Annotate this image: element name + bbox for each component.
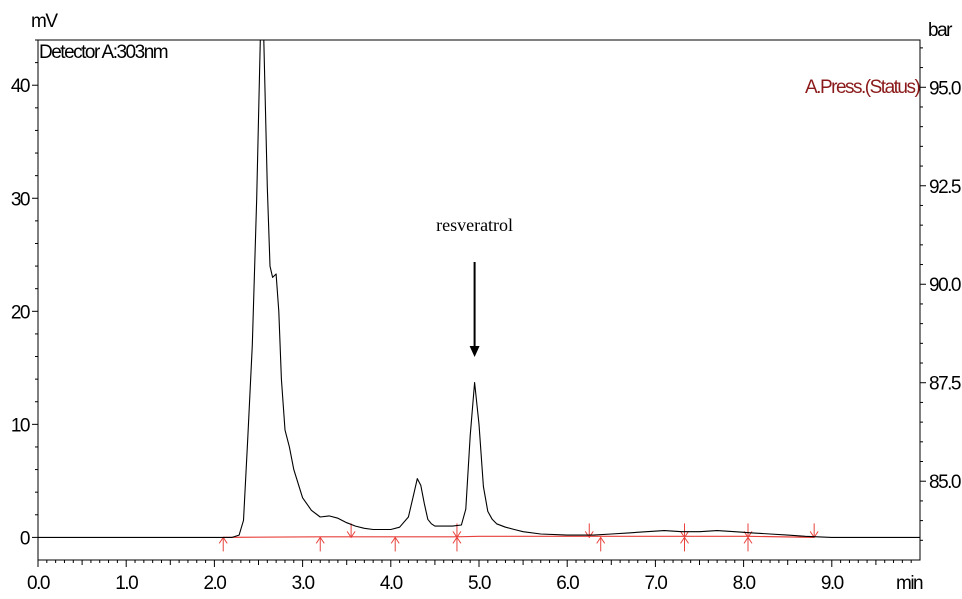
peak-mark-down-head — [809, 531, 819, 539]
peak-mark — [346, 523, 356, 539]
peak-mark — [809, 523, 819, 539]
peak-mark-down-head — [346, 531, 356, 539]
y2-tick-label: 90.0 — [929, 275, 961, 296]
resveratrol-arrow-head — [469, 346, 480, 357]
y2-tick-label: 85.0 — [929, 472, 961, 493]
x-tick-label: 5.0 — [468, 573, 491, 594]
y-tick-label: 0 — [20, 528, 30, 549]
x-tick-label: 4.0 — [380, 573, 403, 594]
x-tick-label: 1.0 — [115, 573, 138, 594]
x-tick-label: 2.0 — [203, 573, 226, 594]
integration-baseline — [223, 535, 815, 539]
resveratrol-annotation: resveratrol — [436, 215, 513, 235]
y-axis-ticks: 0 10 20 30 40 — [11, 39, 38, 549]
x-tick-label: 8.0 — [733, 573, 756, 594]
x-tick-label: 0.0 — [27, 573, 50, 594]
peak-mark-up-head — [596, 536, 606, 544]
x-tick-label: 3.0 — [292, 573, 315, 594]
x-tick-label: 9.0 — [821, 573, 844, 594]
y-tick-label: 10 — [11, 415, 30, 436]
y-tick-label: 20 — [11, 302, 30, 323]
peak-mark — [743, 523, 753, 552]
peak-mark-down-head — [452, 531, 462, 539]
peak-mark — [596, 536, 606, 552]
y2-axis-ticks: 85.0 87.5 90.0 92.5 95.0 — [920, 47, 962, 541]
plot-frame — [37, 39, 921, 561]
detector-label: Detector A:303nm — [39, 42, 168, 63]
peak-mark — [218, 536, 228, 552]
peak-mark — [680, 523, 689, 552]
peak-mark — [390, 536, 400, 552]
y-unit-label: mV — [31, 11, 58, 32]
peak-mark-down-head — [584, 531, 594, 539]
detector-trace — [38, 39, 920, 538]
x-tick-label: 6.0 — [556, 573, 579, 594]
peak-mark-up-head — [315, 536, 325, 544]
x-tick-label: 7.0 — [644, 573, 667, 594]
x-axis-ticks: 0.0 1.0 2.0 3.0 4.0 5.0 6.0 7.0 8.0 9.0 — [27, 560, 912, 594]
pressure-series-label: A.Press.(Status) — [805, 77, 920, 98]
peak-mark-down-head — [743, 531, 753, 539]
y-tick-label: 40 — [11, 76, 30, 97]
y-tick-label: 30 — [11, 189, 30, 210]
x-unit-label: min — [896, 573, 923, 594]
y2-unit-label: bar — [928, 20, 953, 41]
y2-tick-label: 87.5 — [929, 374, 961, 395]
y2-tick-label: 92.5 — [929, 177, 961, 198]
y2-tick-label: 95.0 — [929, 78, 961, 99]
peak-mark-up-head — [390, 536, 400, 544]
peak-mark-down-head — [680, 531, 689, 539]
peak-marks — [218, 523, 819, 552]
peak-mark — [315, 536, 325, 552]
